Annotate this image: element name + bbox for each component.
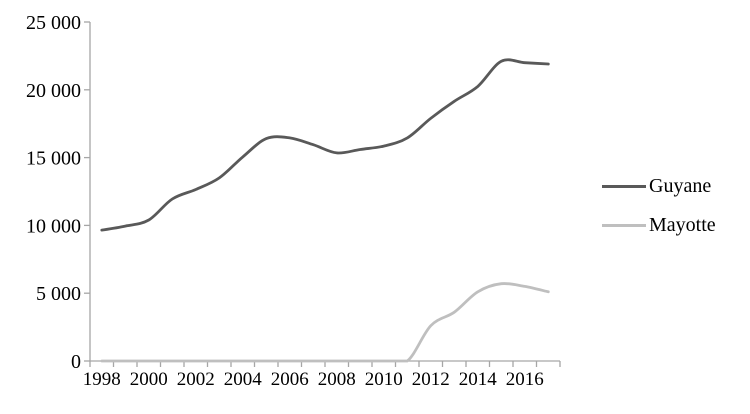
guyane-line-swatch (602, 184, 646, 188)
y-axis-tick-label: 0 (71, 351, 81, 373)
legend-item-guyane: Guyane (602, 174, 716, 198)
x-axis-tick-label: 2014 (459, 369, 498, 390)
series-line-guyane (100, 58, 550, 232)
y-axis-tick-label: 5 000 (36, 283, 81, 305)
x-axis-tick-label: 1998 (83, 369, 121, 390)
y-axis-tick-label: 25 000 (26, 12, 81, 34)
y-axis-tick-label: 20 000 (26, 80, 81, 102)
x-axis-tick-label: 2006 (271, 369, 309, 390)
legend-label-mayotte: Mayotte (649, 214, 716, 236)
mayotte-line-swatch (602, 223, 646, 227)
x-axis-tick-label: 2004 (224, 369, 263, 390)
y-axis-tick-label: 10 000 (26, 215, 81, 237)
chart-legend: Guyane Mayotte (602, 174, 716, 237)
x-axis-tick-label: 2002 (177, 369, 215, 390)
x-axis-tick-label: 2012 (412, 369, 450, 390)
legend-item-mayotte: Mayotte (602, 213, 716, 237)
series-line-mayotte (100, 282, 550, 363)
x-axis-tick-label: 2000 (130, 369, 168, 390)
x-axis-tick-label: 2010 (365, 369, 403, 390)
x-axis-tick-label: 2008 (318, 369, 356, 390)
y-axis-tick-label: 15 000 (26, 148, 81, 170)
x-axis-tick-label: 2016 (506, 369, 544, 390)
legend-label-guyane: Guyane (649, 175, 712, 197)
